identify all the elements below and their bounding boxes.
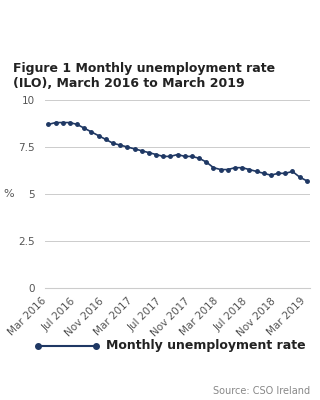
Text: Figure 1 Monthly unemployment rate
(ILO), March 2016 to March 2019: Figure 1 Monthly unemployment rate (ILO)… (13, 62, 275, 90)
Text: %: % (3, 189, 14, 199)
Text: Monthly unemployment rate: Monthly unemployment rate (106, 340, 305, 352)
Text: Source: CSO Ireland: Source: CSO Ireland (213, 386, 310, 396)
